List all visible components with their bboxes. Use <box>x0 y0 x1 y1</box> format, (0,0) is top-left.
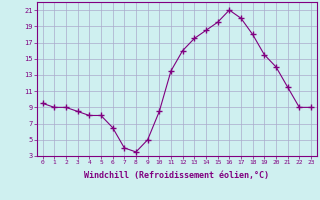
X-axis label: Windchill (Refroidissement éolien,°C): Windchill (Refroidissement éolien,°C) <box>84 171 269 180</box>
